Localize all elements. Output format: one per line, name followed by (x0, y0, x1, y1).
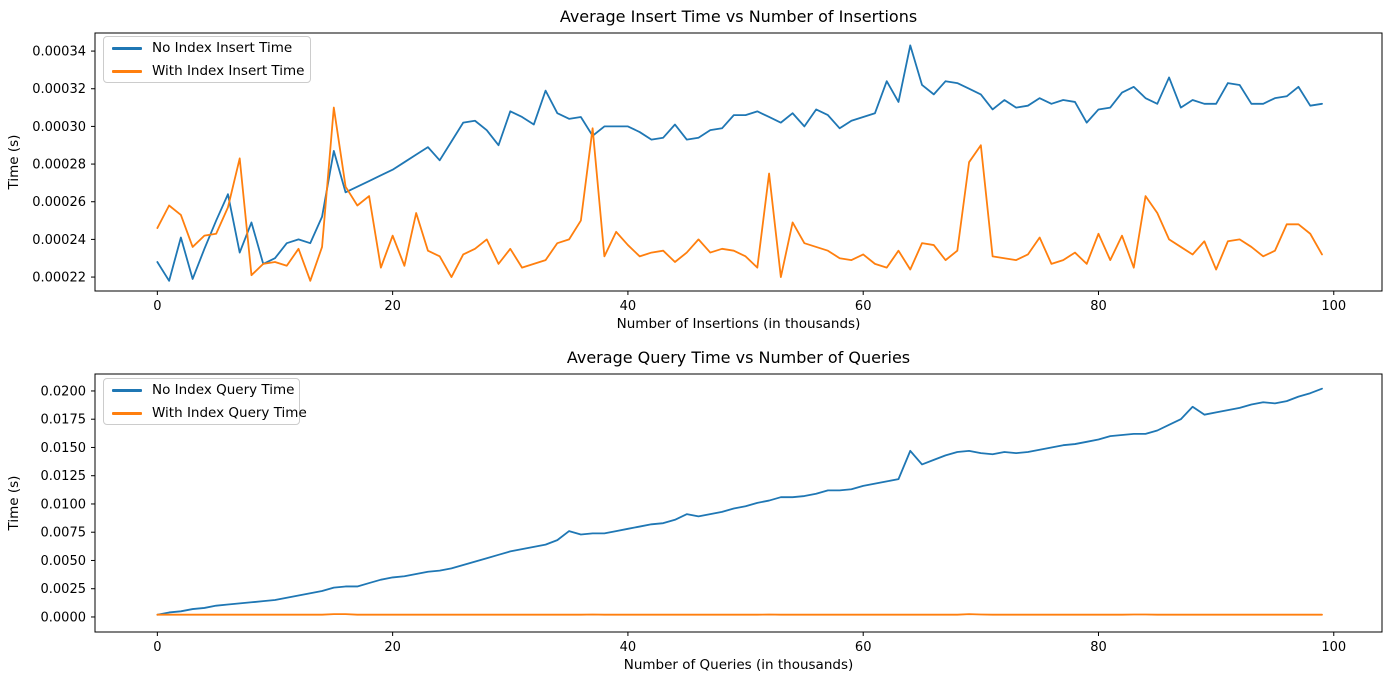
y-tick-label: 0.0200 (41, 384, 87, 399)
legend-item: No Index Insert Time (112, 40, 300, 56)
y-tick-label: 0.00034 (32, 45, 86, 60)
x-tick-label: 80 (1090, 299, 1107, 314)
x-tick-label: 0 (153, 640, 161, 655)
y-tick-label: 0.0025 (41, 582, 87, 597)
legend-item: With Index Query Time (112, 405, 307, 421)
series-line-with-index-query-time (156, 613, 1323, 616)
y-tick-label: 0.00028 (32, 158, 86, 173)
y-tick-label: 0.0000 (41, 610, 87, 625)
x-tick-label: 40 (620, 640, 637, 655)
series-line-no-index-query-time (156, 387, 1323, 616)
y-tick-label: 0.0050 (41, 554, 87, 569)
no-index-query-line-sample (112, 388, 142, 392)
query-chart-x-axis-label: Number of Queries (in thousands) (623, 657, 854, 673)
y-tick-label: 0.00030 (32, 120, 86, 135)
x-tick-label: 100 (1321, 640, 1346, 655)
x-tick-label: 60 (855, 299, 872, 314)
insert-chart-title: Average Insert Time vs Number of Inserti… (559, 7, 918, 26)
with-index-insert-line-sample (112, 69, 142, 73)
legend-label: No Index Insert Time (152, 40, 293, 56)
query-chart-title: Average Query Time vs Number of Queries (566, 348, 911, 367)
query-chart-legend: No Index Query Time With Index Query Tim… (103, 378, 307, 425)
legend-item: No Index Query Time (112, 382, 294, 398)
x-tick-label: 80 (1090, 640, 1107, 655)
y-tick-label: 0.00022 (32, 271, 86, 286)
series-line-with-index-insert-time (156, 106, 1323, 282)
y-tick-label: 0.00032 (32, 82, 86, 97)
y-tick-label: 0.0100 (41, 497, 87, 512)
y-tick-label: 0.0075 (41, 526, 87, 541)
x-tick-label: 60 (855, 640, 872, 655)
x-tick-label: 20 (384, 299, 401, 314)
legend-label: No Index Query Time (152, 382, 295, 398)
y-tick-label: 0.0150 (41, 441, 87, 456)
with-index-query-line-sample (112, 411, 142, 415)
insert-chart-y-axis-label: Time (s) (6, 134, 22, 190)
legend-label: With Index Insert Time (152, 63, 305, 79)
series-line-no-index-insert-time (156, 44, 1323, 282)
y-tick-label: 0.0125 (41, 469, 87, 484)
y-tick-label: 0.00026 (32, 195, 86, 210)
query-chart-y-axis-label: Time (s) (6, 475, 22, 531)
y-tick-label: 0.00024 (32, 233, 86, 248)
x-tick-label: 0 (153, 299, 161, 314)
insert-chart-legend: No Index Insert Time With Index Insert T… (103, 36, 311, 83)
axes-box (94, 373, 1383, 633)
x-tick-label: 40 (620, 299, 637, 314)
legend-item: With Index Insert Time (112, 63, 304, 79)
axes-box (94, 32, 1383, 292)
legend-label: With Index Query Time (152, 405, 307, 421)
insert-chart-x-axis-label: Number of Insertions (in thousands) (616, 316, 861, 332)
x-tick-label: 20 (384, 640, 401, 655)
x-tick-label: 100 (1321, 299, 1346, 314)
y-tick-label: 0.0175 (41, 413, 87, 428)
no-index-insert-line-sample (112, 46, 142, 50)
